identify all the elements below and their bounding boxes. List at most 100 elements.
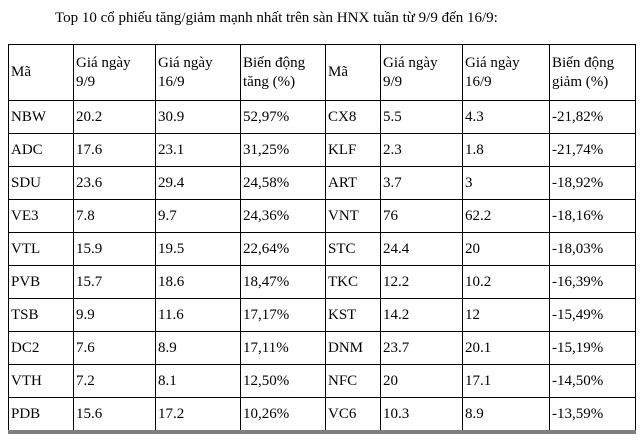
price-cell: 20 [380,364,463,398]
price-cell: 7.6 [73,331,156,365]
change-cell: 31,25% [240,133,326,167]
change-cell: 24,58% [240,166,326,200]
price-cell: 15.9 [73,232,156,266]
header-code-gain: Mã [8,44,74,101]
stock-code-cell: DC2 [8,331,74,365]
price-cell: 29.4 [155,166,241,200]
header-price-16-9-gain: Giá ngày 16/9 [155,44,241,101]
change-cell: 17,17% [240,298,326,332]
change-cell: -18,92% [549,166,636,200]
price-cell: 7.8 [73,199,156,233]
price-cell: 14.2 [380,298,463,332]
stock-code-cell: DNM [325,331,381,365]
stocks-table: Mã Giá ngày 9/9 Giá ngày 16/9 Biến động … [8,44,636,434]
change-cell: 10,26% [240,397,326,433]
price-cell: 8.9 [155,331,241,365]
price-cell: 15.7 [73,265,156,299]
header-change-gain: Biến động tăng (%) [240,44,326,101]
price-cell: 23.1 [155,133,241,167]
page-title: Top 10 cổ phiếu tăng/giảm mạnh nhất trên… [55,10,498,26]
price-cell: 62.2 [462,199,550,233]
change-cell: -16,39% [549,265,636,299]
stock-code-cell: VE3 [8,199,74,233]
price-cell: 18.6 [155,265,241,299]
price-cell: 23.7 [380,331,463,365]
stock-code-cell: VC6 [325,397,381,433]
price-cell: 10.3 [380,397,463,433]
change-cell: -21,74% [549,133,636,167]
price-cell: 12 [462,298,550,332]
price-cell: 2.3 [380,133,463,167]
table-row: SDU 23.6 29.4 24,58% ART 3.7 3 -18,92% [8,166,636,200]
header-row: Mã Giá ngày 9/9 Giá ngày 16/9 Biến động … [8,44,636,101]
price-cell: 15.6 [73,397,156,433]
stock-code-cell: PVB [8,265,74,299]
stock-code-cell: CX8 [325,100,381,134]
price-cell: 24.4 [380,232,463,266]
stock-code-cell: TSB [8,298,74,332]
price-cell: 3 [462,166,550,200]
price-cell: 17.1 [462,364,550,398]
header-price-9-9-loss: Giá ngày 9/9 [380,44,463,101]
price-cell: 8.1 [155,364,241,398]
change-cell: -14,50% [549,364,636,398]
change-cell: 24,36% [240,199,326,233]
price-cell: 23.6 [73,166,156,200]
price-cell: 20.2 [73,100,156,134]
price-cell: 1.8 [462,133,550,167]
change-cell: -15,49% [549,298,636,332]
price-cell: 10.2 [462,265,550,299]
price-cell: 76 [380,199,463,233]
table-row: DC2 7.6 8.9 17,11% DNM 23.7 20.1 -15,19% [8,331,636,365]
change-cell: 52,97% [240,100,326,134]
change-cell: -18,16% [549,199,636,233]
price-cell: 7.2 [73,364,156,398]
change-cell: 12,50% [240,364,326,398]
table-body: NBW 20.2 30.9 52,97% CX8 5.5 4.3 -21,82%… [8,100,636,433]
stock-code-cell: PDB [8,397,74,433]
stock-code-cell: NFC [325,364,381,398]
price-cell: 17.6 [73,133,156,167]
header-price-9-9-gain: Giá ngày 9/9 [73,44,156,101]
header-change-loss: Biến động giảm (%) [549,44,636,101]
change-cell: 18,47% [240,265,326,299]
table-row: VTL 15.9 19.5 22,64% STC 24.4 20 -18,03% [8,232,636,266]
price-cell: 20.1 [462,331,550,365]
price-cell: 5.5 [380,100,463,134]
table-row: TSB 9.9 11.6 17,17% KST 14.2 12 -15,49% [8,298,636,332]
stock-code-cell: SDU [8,166,74,200]
price-cell: 19.5 [155,232,241,266]
stock-code-cell: TKC [325,265,381,299]
stock-code-cell: ART [325,166,381,200]
price-cell: 11.6 [155,298,241,332]
stock-code-cell: VTH [8,364,74,398]
stock-code-cell: ADC [8,133,74,167]
header-code-loss: Mã [325,44,381,101]
price-cell: 4.3 [462,100,550,134]
table-row: VTH 7.2 8.1 12,50% NFC 20 17.1 -14,50% [8,364,636,398]
price-cell: 3.7 [380,166,463,200]
table-row: PDB 15.6 17.2 10,26% VC6 10.3 8.9 -13,59… [8,397,636,433]
table-row: NBW 20.2 30.9 52,97% CX8 5.5 4.3 -21,82% [8,100,636,134]
stock-code-cell: VNT [325,199,381,233]
price-cell: 8.9 [462,397,550,433]
table-header: Mã Giá ngày 9/9 Giá ngày 16/9 Biến động … [8,44,636,101]
price-cell: 9.7 [155,199,241,233]
price-cell: 20 [462,232,550,266]
change-cell: 17,11% [240,331,326,365]
change-cell: -15,19% [549,331,636,365]
price-cell: 12.2 [380,265,463,299]
stock-code-cell: VTL [8,232,74,266]
table-row: PVB 15.7 18.6 18,47% TKC 12.2 10.2 -16,3… [8,265,636,299]
table-row: ADC 17.6 23.1 31,25% KLF 2.3 1.8 -21,74% [8,133,636,167]
change-cell: -18,03% [549,232,636,266]
header-price-16-9-loss: Giá ngày 16/9 [462,44,550,101]
stock-code-cell: STC [325,232,381,266]
price-cell: 9.9 [73,298,156,332]
change-cell: -13,59% [549,397,636,433]
stock-code-cell: KLF [325,133,381,167]
price-cell: 17.2 [155,397,241,433]
stock-code-cell: KST [325,298,381,332]
change-cell: 22,64% [240,232,326,266]
price-cell: 30.9 [155,100,241,134]
